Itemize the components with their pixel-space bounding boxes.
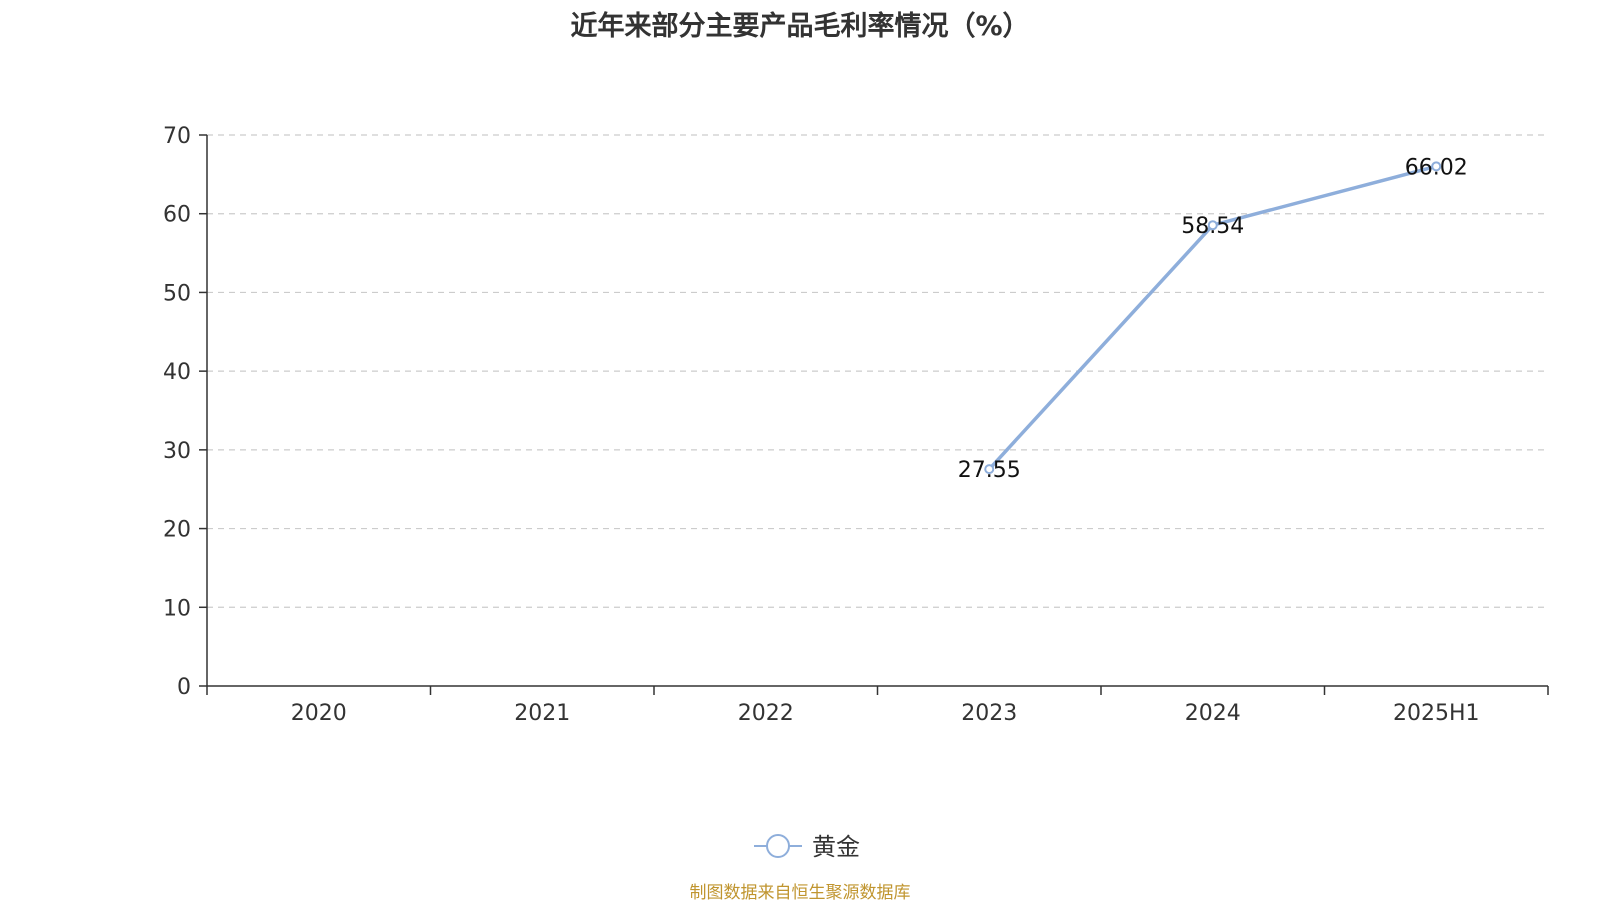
- data-point[interactable]: [1207, 220, 1218, 231]
- chart-title: 近年来部分主要产品毛利率情况（%）: [570, 11, 1030, 42]
- y-tick-label: 60: [163, 203, 191, 228]
- data-point[interactable]: [1431, 161, 1442, 172]
- x-tick-label: 2020: [291, 701, 347, 726]
- y-tick-label: 70: [163, 124, 191, 149]
- series-layer: [984, 161, 1442, 475]
- data-label: 27.55: [958, 458, 1021, 483]
- y-tick-label: 50: [163, 281, 191, 306]
- legend-marker: [766, 834, 790, 858]
- x-tick-label: 2024: [1185, 701, 1241, 726]
- y-tick-label: 40: [163, 360, 191, 385]
- x-tick-label: 2021: [514, 701, 570, 726]
- legend[interactable]: 黄金: [754, 833, 860, 861]
- x-tick-label: 2023: [961, 701, 1017, 726]
- data-label: 58.54: [1181, 214, 1244, 239]
- y-tick-label: 0: [177, 675, 191, 700]
- axes: 0 10 20 30 40 50 60 70 2020 2021 2022 2023 2024 2025H…: [163, 124, 1549, 726]
- data-point[interactable]: [984, 464, 995, 475]
- y-tick-label: 10: [163, 596, 191, 621]
- y-tick-label: 20: [163, 518, 191, 543]
- y-tick-label: 30: [163, 439, 191, 464]
- series-line: [987, 164, 1437, 471]
- source-note: 制图数据来自恒生聚源数据库: [689, 883, 911, 903]
- x-tick-label: 2022: [738, 701, 794, 726]
- gridlines: [207, 134, 1548, 608]
- data-label: 66.02: [1405, 155, 1468, 180]
- legend-label[interactable]: 黄金: [812, 833, 860, 861]
- x-tick-label: 2025H1: [1393, 701, 1480, 726]
- data-labels: 27.55 58.54 66.02: [958, 155, 1468, 483]
